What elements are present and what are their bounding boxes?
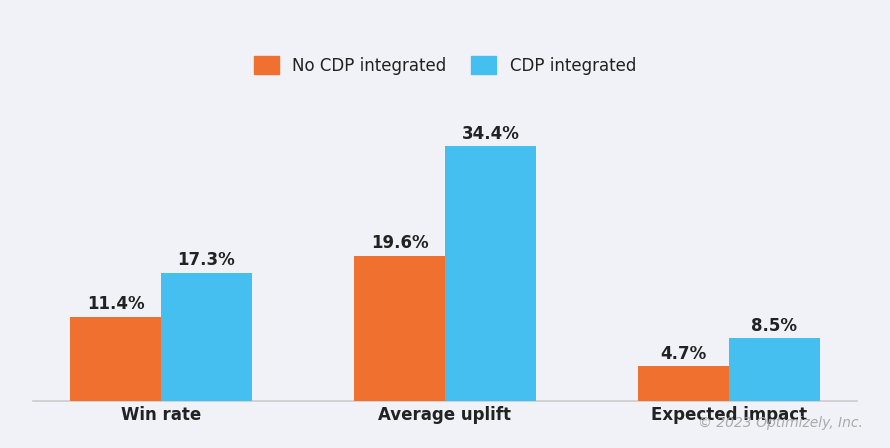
Bar xyxy=(354,256,445,401)
Text: 4.7%: 4.7% xyxy=(660,345,707,363)
Bar xyxy=(161,273,252,401)
Text: 34.4%: 34.4% xyxy=(462,125,520,143)
Text: 17.3%: 17.3% xyxy=(178,251,236,269)
Text: 19.6%: 19.6% xyxy=(371,234,428,252)
Legend: No CDP integrated, CDP integrated: No CDP integrated, CDP integrated xyxy=(246,48,644,83)
Text: © 2023 Optimizely, Inc.: © 2023 Optimizely, Inc. xyxy=(699,416,863,430)
Text: 11.4%: 11.4% xyxy=(87,295,144,313)
Bar xyxy=(729,338,820,401)
Bar xyxy=(70,317,161,401)
Bar xyxy=(638,366,729,401)
Text: 8.5%: 8.5% xyxy=(751,317,797,335)
Bar xyxy=(445,146,536,401)
